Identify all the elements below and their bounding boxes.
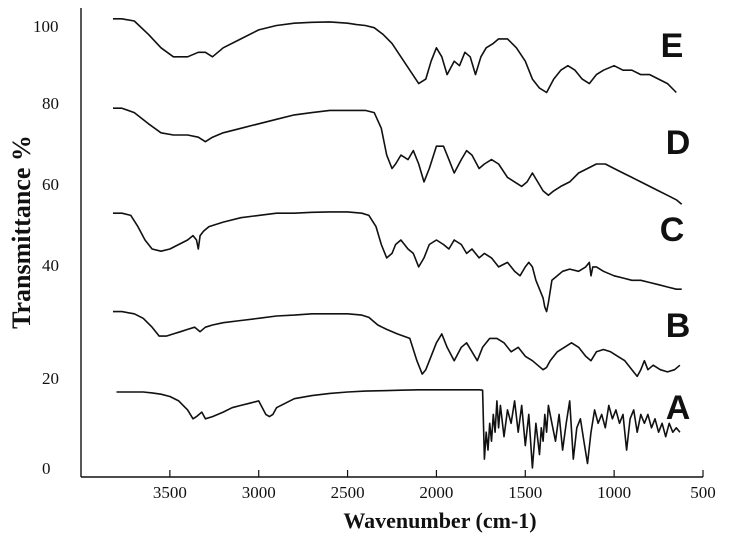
x-tick-label: 2000	[419, 483, 453, 502]
series-label-b: B	[666, 307, 691, 345]
spectrum-line-d	[113, 107, 683, 205]
x-tick-label: 1500	[508, 483, 542, 502]
x-tick-label: 3000	[242, 483, 276, 502]
y-axis-title: Transmittance %	[7, 135, 36, 329]
spectrum-line-b	[113, 310, 681, 378]
series-group	[113, 18, 683, 469]
x-tick-label: 500	[690, 483, 716, 502]
y-tick-label: 0	[42, 459, 51, 478]
y-tick-label: 20	[42, 369, 59, 388]
spectrum-line-e	[113, 18, 677, 94]
spectrum-line-a	[116, 389, 681, 469]
y-tick-label: 60	[42, 175, 59, 194]
y-tick-label: 40	[42, 256, 59, 275]
series-label-a: A	[666, 389, 691, 427]
series-label-d: D	[666, 124, 691, 162]
y-tick-label: 100	[33, 17, 59, 36]
series-label-e: E	[661, 27, 684, 65]
x-axis-title: Wavenumber (cm-1)	[343, 508, 536, 533]
spectrum-line-c	[113, 211, 682, 313]
x-tick-label: 1000	[597, 483, 631, 502]
y-tick-label: 80	[42, 94, 59, 113]
x-tick-label: 3500	[153, 483, 187, 502]
series-labels: E D C B A	[660, 27, 691, 427]
x-ticks: 3500 3000 2500 2000 1500 1000 500	[153, 470, 716, 502]
x-tick-label: 2500	[331, 483, 365, 502]
y-ticks: 100 80 60 40 20 0	[33, 17, 59, 478]
series-label-c: C	[660, 211, 685, 249]
axes	[80, 8, 703, 478]
